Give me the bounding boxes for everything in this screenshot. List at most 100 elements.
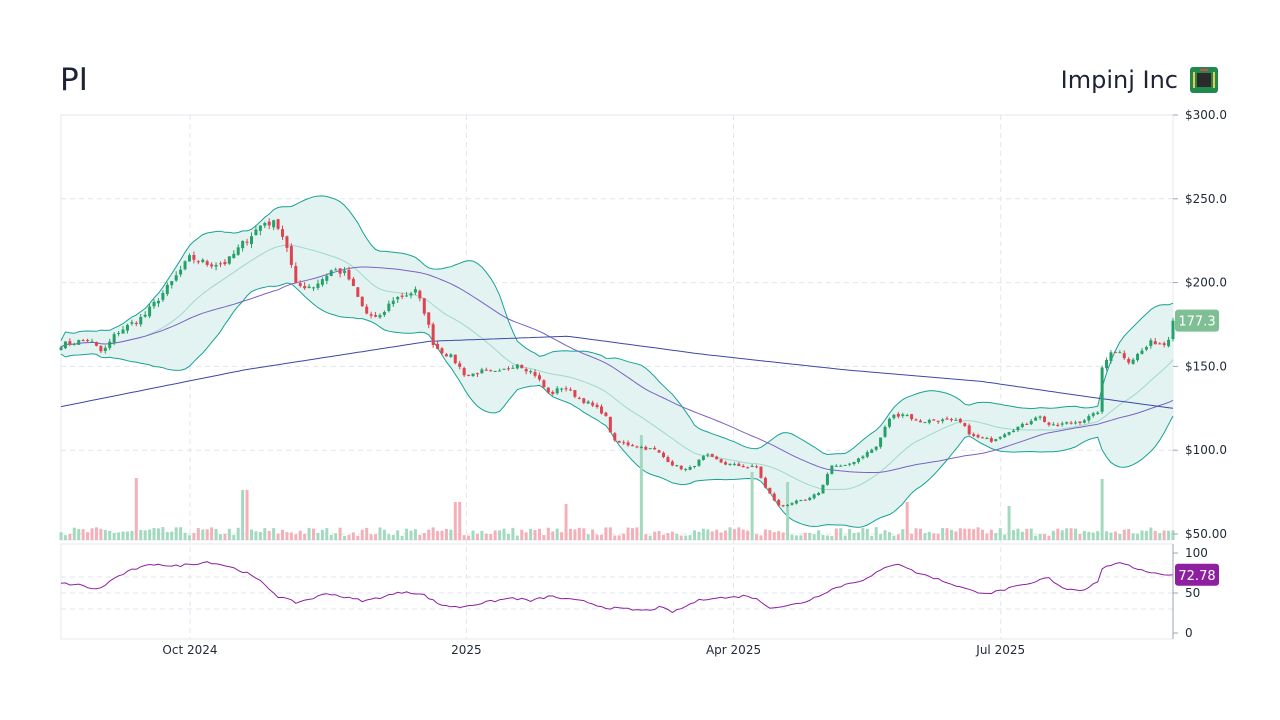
volume-bar xyxy=(666,533,670,540)
volume-bar xyxy=(631,528,635,540)
volume-bar xyxy=(564,504,568,540)
candle-body xyxy=(298,283,302,286)
candle-body xyxy=(781,505,785,507)
candle-body xyxy=(577,397,581,399)
volume-bar xyxy=(467,535,471,540)
moving-averages xyxy=(60,266,1174,473)
volume-bar xyxy=(263,528,267,540)
volume-bar xyxy=(1060,530,1064,540)
candle-body xyxy=(1051,424,1055,426)
volume-bar xyxy=(152,528,156,540)
volume-bar xyxy=(870,535,874,540)
candle-body xyxy=(205,261,209,265)
candle-body xyxy=(374,315,378,317)
volume-bar xyxy=(307,527,311,540)
volume-bar xyxy=(980,529,984,540)
volume-bar xyxy=(227,528,231,540)
volume-bar xyxy=(812,534,816,540)
volume-bar xyxy=(343,535,347,540)
candle-body xyxy=(662,452,666,457)
candle-body xyxy=(130,322,134,324)
rsi-panel xyxy=(60,561,1174,614)
volume-bar xyxy=(391,534,395,540)
candle-body xyxy=(830,465,834,474)
volume-bar xyxy=(1171,530,1175,540)
volume-bar xyxy=(808,532,812,540)
volume-bar xyxy=(759,535,763,540)
volume-bar xyxy=(1034,535,1038,540)
last-price-badge-text: 177.3 xyxy=(1178,315,1215,330)
price-tick-label: $300.0 xyxy=(1185,108,1227,122)
volume-bar xyxy=(945,528,949,540)
candle-body xyxy=(449,354,453,357)
candle-body xyxy=(706,454,710,456)
volume-bar xyxy=(799,535,803,540)
candle-body xyxy=(365,306,369,314)
candle-body xyxy=(369,314,373,316)
candle-body xyxy=(192,254,196,260)
last-rsi-badge: 72.78 xyxy=(1175,563,1219,586)
volume-bar xyxy=(675,533,679,540)
candle-body xyxy=(825,474,829,485)
candle-body xyxy=(467,374,471,376)
volume-bar xyxy=(285,532,289,540)
candle-body xyxy=(666,457,670,463)
volume-bar xyxy=(524,532,528,540)
volume-bar xyxy=(81,529,85,540)
volume-bar xyxy=(1140,530,1144,540)
candle-body xyxy=(1096,412,1100,414)
candle-body xyxy=(444,354,448,357)
candle-body xyxy=(910,414,914,420)
candle-body xyxy=(121,329,125,334)
candle-body xyxy=(613,433,617,441)
volume-bar xyxy=(405,528,409,540)
volume-bar xyxy=(679,535,683,540)
volume-bar xyxy=(312,528,316,540)
volume-bar xyxy=(1136,533,1140,540)
candle-body xyxy=(870,449,874,453)
candle-body xyxy=(737,463,741,467)
volume-bar xyxy=(905,502,909,540)
volume-bar xyxy=(653,531,657,540)
volume-bar xyxy=(998,528,1002,540)
candle-body xyxy=(1038,416,1042,418)
volume-bar xyxy=(821,534,825,540)
candle-body xyxy=(86,340,90,342)
candle-body xyxy=(174,275,178,281)
candle-body xyxy=(874,446,878,450)
candle-body xyxy=(653,447,657,450)
candle-body xyxy=(351,278,355,287)
candle-body xyxy=(998,436,1002,439)
volume-bar xyxy=(117,532,121,540)
candle-body xyxy=(325,275,329,281)
volume-bar xyxy=(267,530,271,540)
candle-body xyxy=(245,241,249,243)
candle-body xyxy=(281,229,285,237)
candle-body xyxy=(542,380,546,388)
candle-body xyxy=(958,418,962,423)
candle-body xyxy=(564,388,568,390)
volume-bar xyxy=(1105,531,1109,540)
volume-bar xyxy=(892,535,896,540)
candle-body xyxy=(1162,343,1166,346)
volume-bar xyxy=(68,533,72,540)
volume-bar xyxy=(196,528,200,540)
volume-bar xyxy=(245,490,249,540)
volume-bar xyxy=(444,529,448,540)
price-candles xyxy=(59,218,1175,507)
candle-body xyxy=(648,448,652,450)
volume-bar xyxy=(506,533,510,540)
volume-bar xyxy=(710,531,714,540)
price-tick-label: $200.0 xyxy=(1185,276,1227,290)
volume-bar xyxy=(374,534,378,540)
volume-bar xyxy=(436,531,440,540)
candle-body xyxy=(413,289,417,293)
candle-body xyxy=(210,264,214,267)
volume-bar xyxy=(156,528,160,540)
candle-body xyxy=(475,373,479,375)
volume-bar xyxy=(489,533,493,540)
candle-body xyxy=(546,387,550,393)
candle-body xyxy=(400,295,404,297)
rsi-tick-label: 0 xyxy=(1185,626,1193,640)
candle-body xyxy=(343,270,347,273)
